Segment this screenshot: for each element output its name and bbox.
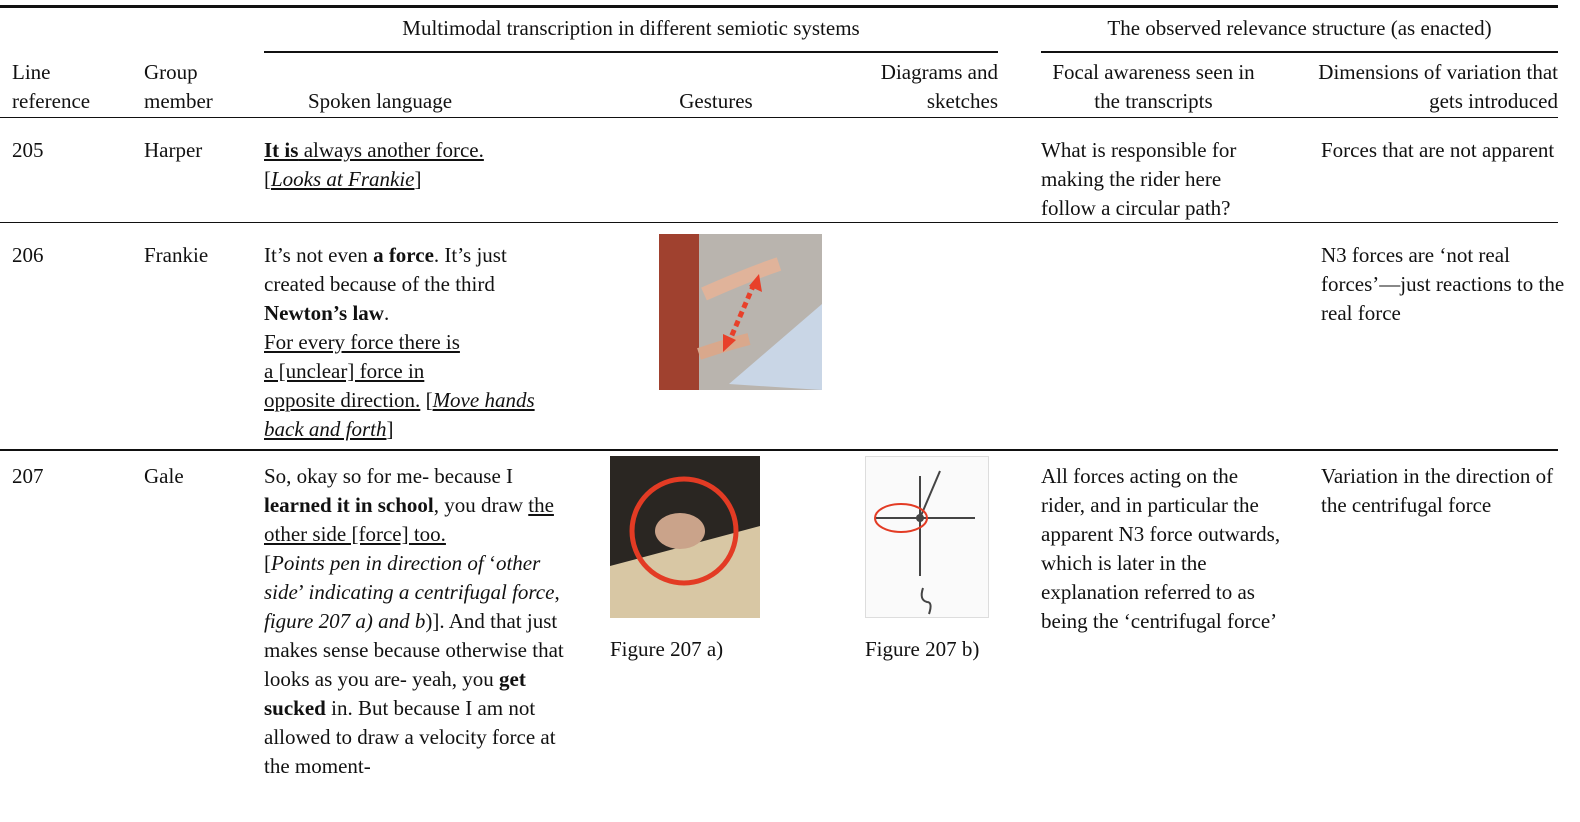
- column-header: Group member: [144, 60, 213, 113]
- cell-line: 207: [12, 464, 44, 488]
- text-run: )]. And that just makes sense because ot…: [264, 609, 564, 691]
- text-run: [: [420, 388, 433, 412]
- column-header: Line reference: [12, 60, 91, 113]
- text-run: other side: [264, 551, 541, 604]
- cell-spoken: So, okay so for me- because I learned it…: [264, 462, 564, 781]
- cell-line: 205: [12, 138, 44, 162]
- group-rule: [264, 51, 998, 53]
- column-header: Diagrams and sketches: [880, 60, 998, 113]
- text-run: So, okay so for me- because I: [264, 464, 514, 488]
- column-header: Dimensions of variation that gets introd…: [1318, 60, 1558, 113]
- text-run: the other side [force] too.: [264, 493, 554, 546]
- text-run: [: [264, 167, 271, 191]
- text-run: ‘: [488, 551, 496, 575]
- text-run: indicating a centrifugal force: [308, 580, 555, 604]
- top-rule: [0, 5, 1558, 8]
- cell-member: Harper: [144, 138, 203, 162]
- column-header: Focal awareness seen in the transcripts: [1052, 60, 1255, 113]
- diagram-sketch: [865, 456, 989, 618]
- cell-dimensions: Variation in the direction of the centri…: [1321, 464, 1554, 517]
- column-header: Spoken language: [307, 89, 453, 113]
- text-run: Move hands back and forth: [264, 388, 535, 441]
- text-run: It is: [264, 138, 299, 162]
- text-run: .: [383, 301, 390, 325]
- text-run: [: [264, 551, 271, 575]
- text-run: Newton’s law: [264, 301, 384, 325]
- cell-member: Gale: [144, 464, 184, 488]
- text-run: get sucked: [264, 667, 526, 720]
- text-run: . It’s just created because of the third: [264, 243, 507, 296]
- row-rule: [0, 449, 1558, 451]
- cell-line: 206: [12, 243, 44, 267]
- cell-member: Frankie: [144, 243, 209, 267]
- cell-spoken: It’s not even a force. It’s just created…: [264, 241, 564, 444]
- text-run: ]: [414, 167, 422, 191]
- text-run: Points pen in direction of: [271, 551, 489, 575]
- text-run: a force: [373, 243, 434, 267]
- text-run: ’: [297, 580, 309, 604]
- text-run: learned it in school: [264, 493, 434, 517]
- gesture-photo: [659, 234, 822, 390]
- text-run: always another force.: [303, 138, 484, 162]
- group-header: Multimodal transcription in different se…: [402, 16, 860, 40]
- text-run: figure 207 a) and b: [264, 609, 426, 633]
- cell-dimensions: N3 forces are ‘not real forces’—just rea…: [1321, 243, 1565, 325]
- cell-spoken: It is always another force. [Looks at Fr…: [264, 136, 564, 194]
- header-rule: [0, 117, 1558, 118]
- text-run: , you draw: [433, 493, 529, 517]
- text-run: ]: [386, 417, 394, 441]
- cell-dimensions: Forces that are not apparent: [1321, 138, 1555, 162]
- text-run: ,: [554, 580, 560, 604]
- column-header: Gestures: [679, 89, 753, 113]
- text-run: For every force there is a [unclear] for…: [264, 330, 460, 412]
- row-rule: [0, 222, 1558, 223]
- cell-focal: What is responsible for making the rider…: [1041, 138, 1237, 220]
- figure-caption: Figure 207 b): [865, 637, 980, 661]
- group-header: The observed relevance structure (as ena…: [1107, 16, 1492, 40]
- text-run: Looks at Frankie: [271, 167, 415, 191]
- figure-caption: Figure 207 a): [610, 637, 724, 661]
- group-rule: [1041, 51, 1558, 53]
- cell-focal: All forces acting on the rider, and in p…: [1041, 464, 1281, 633]
- text-run: It’s not even: [264, 243, 374, 267]
- text-run: in. But because I am not allowed to draw…: [264, 696, 556, 778]
- gesture-photo: [610, 456, 760, 618]
